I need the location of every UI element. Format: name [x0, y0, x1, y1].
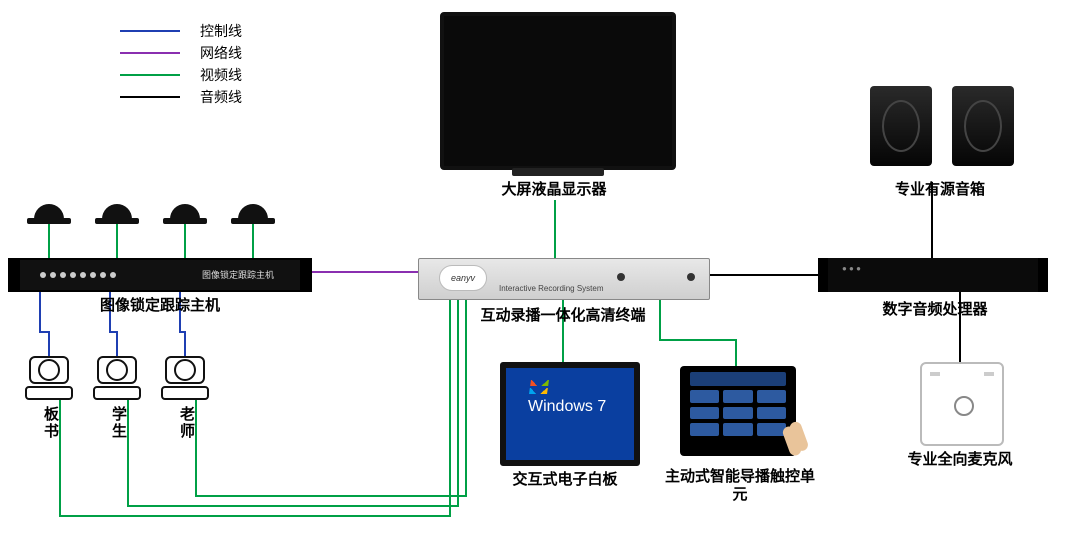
device-tv	[440, 12, 676, 170]
diagram-canvas: 控制线 网络线 视频线 音频线 大屏液晶显示器 eanyv Interactiv…	[0, 0, 1065, 533]
label-speakers: 专业有源音箱	[860, 178, 1020, 199]
label-touch: 主动式智能导播触控单元	[660, 468, 820, 504]
label-whiteboard: 交互式电子白板	[490, 468, 640, 489]
device-dome-3	[170, 204, 200, 222]
touch-titlebar	[690, 372, 786, 386]
device-touch	[680, 366, 796, 456]
label-tv: 大屏液晶显示器	[440, 178, 668, 199]
label-ptz-1: 板书	[40, 406, 61, 440]
tracker-ear-r	[300, 258, 312, 292]
amp-ear-r	[1038, 258, 1048, 292]
terminal-ports	[687, 273, 695, 281]
device-speaker-left	[870, 86, 932, 166]
label-amp: 数字音频处理器	[840, 298, 1030, 319]
tracker-faceplate-text: 图像锁定跟踪主机	[202, 268, 274, 281]
legend-row-audio: 音频线	[120, 86, 242, 108]
legend-swatch-network	[120, 52, 180, 54]
legend-swatch-audio	[120, 96, 180, 98]
legend-row-network: 网络线	[120, 42, 242, 64]
legend-label-audio: 音频线	[200, 87, 242, 107]
whiteboard-os-text: Windows 7	[528, 398, 606, 416]
tracker-ear-l	[8, 258, 20, 292]
device-speaker-right	[952, 86, 1014, 166]
amp-ear-l	[818, 258, 828, 292]
amp-faceplate: ● ● ●	[842, 264, 861, 273]
terminal-subtitle: Interactive Recording System	[499, 284, 604, 293]
label-terminal: 互动录播一体化高清终端	[418, 304, 708, 325]
device-amp: ● ● ●	[828, 258, 1038, 292]
device-ptz-2	[92, 356, 142, 400]
wire-ptz-video-terminal	[128, 298, 458, 506]
device-dome-4	[238, 204, 268, 222]
hand-icon	[778, 422, 814, 462]
wire-ptz-tracker	[40, 288, 49, 356]
terminal-brand: eanyv	[439, 265, 487, 291]
device-ptz-1	[24, 356, 74, 400]
legend-label-video: 视频线	[200, 65, 242, 85]
device-dome-1	[34, 204, 64, 222]
wire-ptz-video-terminal	[196, 298, 466, 496]
device-dome-2	[102, 204, 132, 222]
label-ptz-3: 老师	[176, 406, 197, 440]
legend-swatch-control	[120, 30, 180, 32]
legend-label-control: 控制线	[200, 21, 242, 41]
label-tracker: 图像锁定跟踪主机	[60, 294, 260, 315]
device-mic	[920, 362, 1004, 446]
windows-logo-icon	[529, 380, 549, 394]
label-ptz-2: 学生	[108, 406, 129, 440]
device-terminal: eanyv Interactive Recording System	[418, 258, 710, 300]
legend-row-video: 视频线	[120, 64, 242, 86]
device-whiteboard: Windows 7	[500, 362, 640, 466]
legend: 控制线 网络线 视频线 音频线	[120, 20, 242, 108]
label-mic: 专业全向麦克风	[880, 448, 1040, 469]
legend-row-control: 控制线	[120, 20, 242, 42]
device-tracker: 图像锁定跟踪主机	[18, 258, 302, 292]
device-ptz-3	[160, 356, 210, 400]
legend-label-network: 网络线	[200, 43, 242, 63]
tracker-leds	[40, 272, 46, 278]
legend-swatch-video	[120, 74, 180, 76]
touch-grid	[690, 390, 786, 436]
